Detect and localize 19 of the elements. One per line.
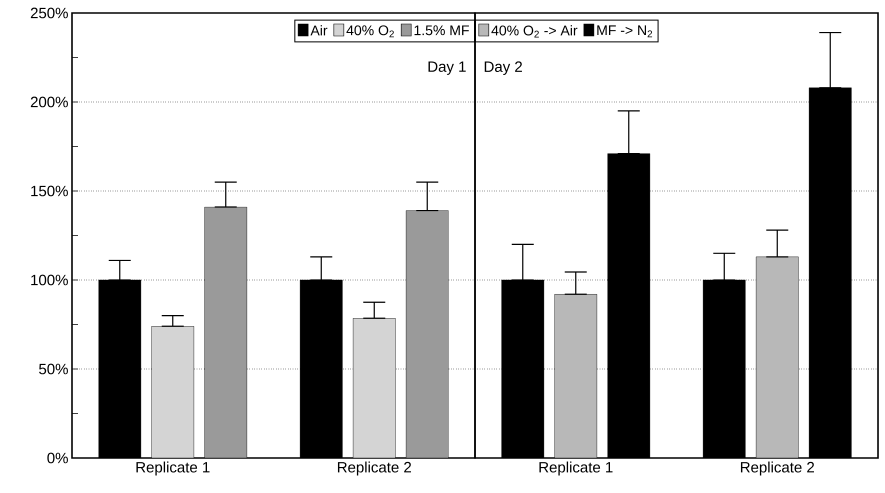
x-tick-label: Replicate 2 [338,462,411,476]
x-tick-label: Replicate 2 [740,462,814,476]
y-tick-label: 150% [31,186,68,196]
y-tick-label: 100% [31,274,68,286]
y-tick-label: 0% [47,452,68,464]
annotation: Day 1 [428,61,466,75]
legend-label: 1.5% MF [414,25,469,36]
legend-label: MF -> N$_{2}$ [597,25,652,38]
legend-label: Air [310,25,328,36]
annotation: Day 2 [484,61,522,75]
y-tick-label: 50% [39,364,68,374]
bar [352,318,396,458]
bar [151,326,194,458]
legend-label: 40% O$_{2}$ -> Air [491,25,578,38]
y-tick-label: 250% [30,8,68,18]
x-tick-label: Replicate 1 [539,462,613,476]
x-tick-label: Replicate 1 [136,462,210,476]
y-tick-label: 200% [30,96,68,108]
legend-label: 40% O$_{2}$ [346,25,394,38]
